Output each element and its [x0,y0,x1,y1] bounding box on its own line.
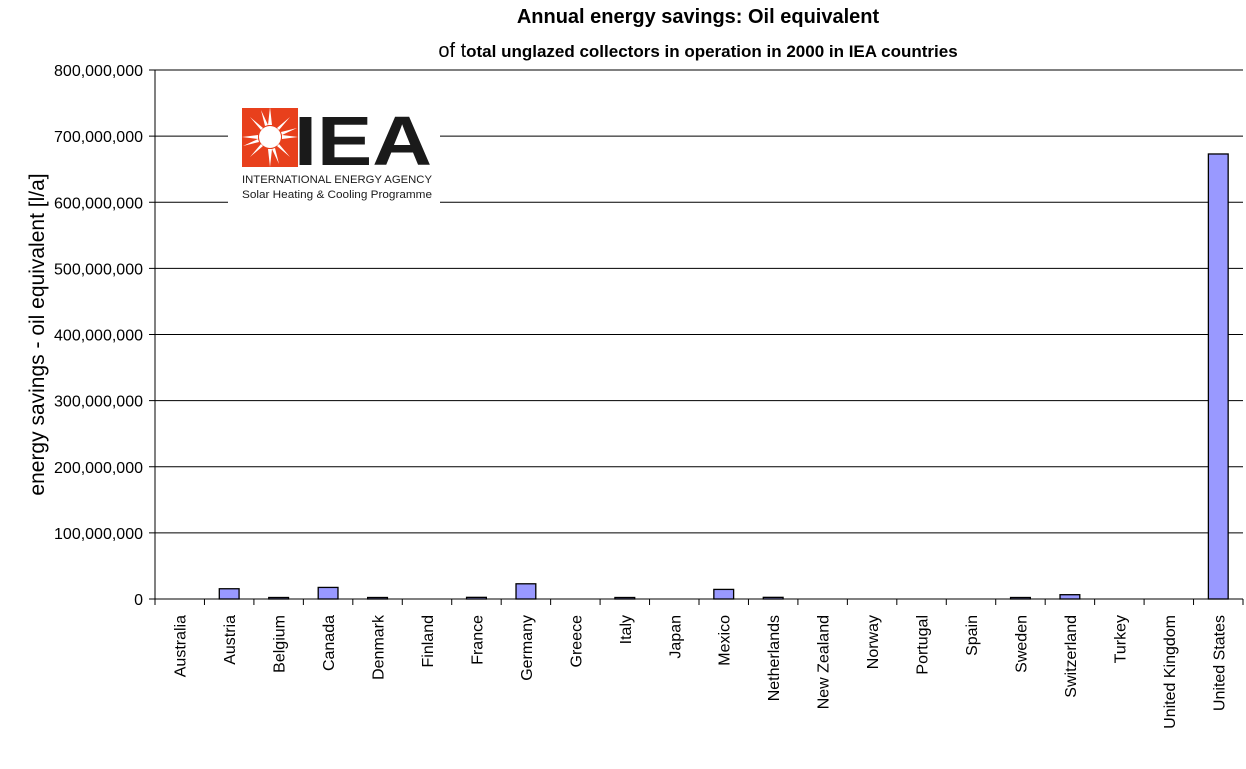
y-tick-label: 100,000,000 [54,526,143,543]
logo-line-2: Solar Heating & Cooling Programme [242,189,432,201]
logo-line-1: INTERNATIONAL ENERGY AGENCY [242,174,433,186]
bar [1009,596,1031,600]
y-tick-label: 200,000,000 [54,460,143,477]
x-tick-label: Denmark [371,614,388,680]
y-tick-label: 0 [134,592,143,609]
bar [515,583,537,600]
bar [1207,153,1229,600]
x-tick-label: Greece [568,615,585,668]
chart-subtitle: of total unglazed collectors in operatio… [150,40,1246,63]
x-tick-label: Turkey [1112,615,1129,663]
x-tick-label: Switzerland [1063,615,1080,698]
x-tick-label: Belgium [272,615,289,673]
y-tick-label: 800,000,000 [54,63,143,80]
sun-rays-icon [242,107,298,167]
chart-subtitle-lead: of t [438,40,467,62]
x-tick-label: Netherlands [766,615,783,701]
bar [367,596,389,600]
bar [1059,594,1081,600]
x-tick-label: Finland [420,615,437,667]
x-tick-label: Japan [667,615,684,659]
y-tick-label: 300,000,000 [54,394,143,411]
bar [268,596,290,600]
x-tick-label: Sweden [1013,615,1030,673]
x-tick-label: Canada [321,615,338,671]
y-tick-label: 500,000,000 [54,261,143,278]
y-tick-label: 600,000,000 [54,195,143,212]
bar [762,596,784,600]
bar [465,596,487,600]
x-tick-label: United States [1211,615,1228,711]
x-tick-label: New Zealand [816,615,833,709]
x-tick-label: Australia [173,615,190,677]
bar [218,588,240,600]
x-tick-label: Norway [865,615,882,669]
logo-acronym: IEA [294,105,432,180]
bar [614,596,636,600]
x-tick-label: Spain [964,615,981,656]
chart-subtitle-rest: otal unglazed collectors in operation in… [466,42,958,61]
x-tick-label: Italy [618,615,635,644]
bar [317,586,339,600]
chart-title: Annual energy savings: Oil equivalent [516,6,880,28]
x-tick-label: Austria [222,615,239,665]
x-tick-label: United Kingdom [1162,615,1179,729]
x-tick-label: Portugal [915,615,932,675]
x-tick-label: Germany [519,615,536,681]
x-tick-label: France [469,615,486,665]
iea-logo-graphic: IEA INTERNATIONAL ENERGY AGENCY Solar He… [242,105,433,201]
x-tick-label: Mexico [717,615,734,666]
y-tick-label: 700,000,000 [54,129,143,146]
y-axis-label: energy savings - oil equivalent [l/a] [26,173,49,495]
y-tick-label: 400,000,000 [54,328,143,345]
iea-logo: IEA INTERNATIONAL ENERGY AGENCY Solar He… [228,105,440,213]
bar [713,588,735,600]
